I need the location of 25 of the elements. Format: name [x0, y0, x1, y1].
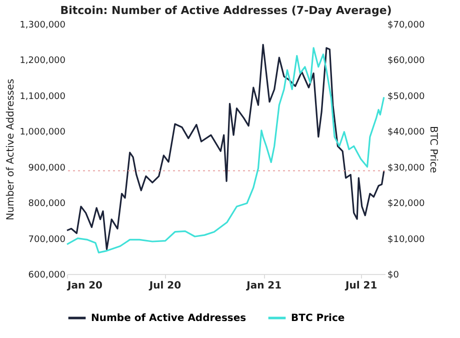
chart-title: Bitcoin: Number of Active Addresses (7-Day Average): [60, 4, 392, 17]
y2-axis-title: BTC Price: [428, 126, 439, 173]
legend-label: Numbe of Active Addresses: [91, 313, 246, 324]
y-tick-label: 600,000: [28, 270, 66, 280]
y2-tick-label: $60,000: [388, 56, 425, 66]
y-tick-label: 1,100,000: [20, 92, 66, 102]
y-tick-label: 1,200,000: [20, 56, 66, 66]
x-tick-label: Jan 20: [66, 280, 103, 292]
y2-tick-label: $40,000: [388, 128, 425, 138]
x-tick-label: Jul 20: [148, 280, 182, 292]
y-tick-label: 1,300,000: [20, 20, 66, 30]
y-tick-label: 1,000,000: [20, 128, 66, 138]
y2-tick-label: $10,000: [388, 234, 425, 245]
y-axis-title: Number of Active Addresses: [6, 78, 17, 220]
y2-tick-label: $30,000: [388, 163, 425, 174]
y-tick-label: 800,000: [28, 199, 66, 210]
x-tick-label: Jan 21: [246, 280, 282, 292]
y-tick-label: 700,000: [28, 234, 66, 245]
y2-tick-label: $0: [388, 270, 400, 280]
y2-tick-label: $50,000: [388, 92, 425, 102]
y-tick-label: 900,000: [28, 163, 66, 174]
x-tick-label: Jul 21: [344, 280, 378, 292]
y2-tick-label: $20,000: [388, 199, 425, 210]
legend-label: BTC Price: [291, 313, 345, 324]
y2-tick-label: $70,000: [388, 20, 425, 30]
